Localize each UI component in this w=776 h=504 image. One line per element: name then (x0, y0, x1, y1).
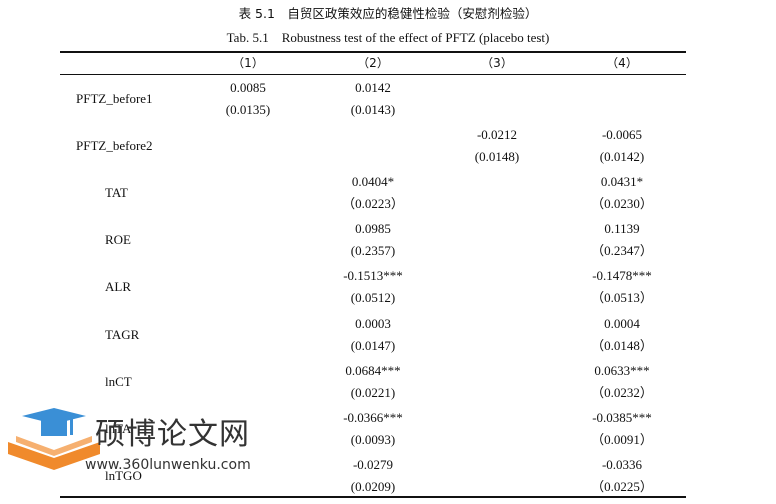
row-variable-label: lnTA (105, 420, 132, 436)
table-caption-english: Tab. 5.1 Robustness test of the effect o… (226, 30, 550, 45)
standard-error-value: (0.0135) (225, 102, 271, 117)
standard-error-value: （0.0232） (591, 384, 653, 400)
standard-error-value: (0.0143) (350, 102, 396, 117)
coefficient-value: 0.0684*** (345, 362, 401, 378)
table-caption-chinese: 表 5.1 自贸区政策效应的稳健性检验（安慰剂检验） (238, 6, 538, 21)
table-header-rule (60, 74, 686, 75)
coefficient-value: 0.0404* (351, 174, 395, 190)
table-top-rule (60, 51, 686, 53)
standard-error-value: (0.2357) (350, 243, 396, 259)
row-variable-label: lnTGO (105, 467, 142, 483)
coefficient-value: -0.0336 (601, 456, 643, 472)
coefficient-value: 0.0085 (230, 80, 266, 95)
standard-error-value: (0.0147) (350, 337, 396, 353)
coefficient-value: 0.0431* (600, 174, 644, 190)
standard-error-value: (0.0512) (350, 290, 396, 306)
watermark-logo-icon (8, 408, 100, 470)
row-variable-label: PFTZ_before2 (76, 138, 153, 154)
row-variable-label: TAGR (105, 326, 140, 342)
column-header-4: （4） (606, 56, 638, 70)
column-header-1: （1） (232, 56, 264, 70)
standard-error-value: （0.2347） (591, 243, 653, 259)
watermark-site-title: 硕博论文网 (95, 417, 250, 452)
coefficient-value: 0.0985 (355, 221, 391, 237)
standard-error-value: （0.0148） (591, 337, 653, 353)
row-variable-label: lnCT (105, 373, 132, 389)
coefficient-value: 0.0004 (604, 315, 640, 331)
standard-error-value: （0.0230） (591, 196, 653, 212)
column-header-2: （2） (357, 56, 389, 70)
coefficient-value: -0.1478*** (592, 268, 652, 284)
coefficient-value: -0.1513*** (343, 268, 403, 284)
standard-error-value: （0.0513） (591, 290, 653, 306)
standard-error-value: (0.0209) (350, 478, 396, 494)
coefficient-value: -0.0212 (476, 127, 518, 143)
standard-error-value: （0.0225） (591, 478, 653, 494)
watermark-site-url: www.360lunwenku.com (85, 457, 251, 473)
row-variable-label: TAT (105, 185, 128, 201)
coefficient-value: -0.0366*** (343, 409, 403, 425)
standard-error-value: (0.0221) (350, 384, 396, 400)
coefficient-value: 0.0142 (355, 80, 391, 95)
row-variable-label: ROE (105, 232, 131, 248)
coefficient-value: 0.0633*** (594, 362, 650, 378)
coefficient-value: -0.0385*** (592, 409, 652, 425)
coefficient-value: -0.0065 (601, 127, 643, 143)
standard-error-value: （0.0223） (342, 196, 404, 212)
coefficient-value: 0.0003 (355, 315, 391, 331)
row-variable-label: PFTZ_before1 (76, 91, 153, 106)
coefficient-value: -0.0279 (352, 456, 394, 472)
table-bottom-rule (60, 496, 686, 498)
standard-error-value: (0.0148) (474, 149, 520, 165)
standard-error-value: （0.0091） (591, 431, 653, 447)
column-header-3: （3） (481, 56, 513, 70)
coefficient-value: 0.1139 (604, 221, 640, 237)
standard-error-value: (0.0093) (350, 431, 396, 447)
standard-error-value: (0.0142) (599, 149, 645, 165)
row-variable-label: ALR (105, 279, 131, 295)
